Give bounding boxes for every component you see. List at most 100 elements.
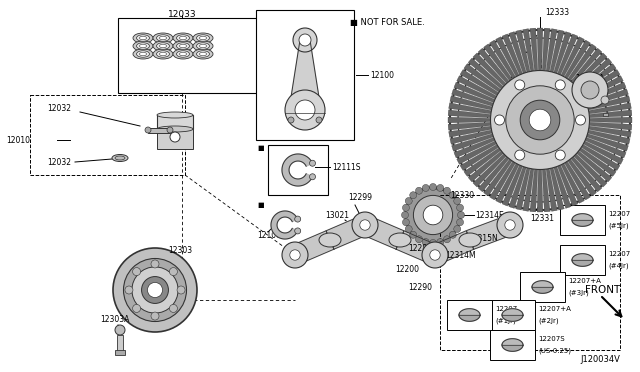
Wedge shape (540, 120, 628, 151)
Wedge shape (540, 120, 602, 192)
Circle shape (360, 220, 370, 230)
Text: (#5Jr): (#5Jr) (608, 223, 628, 229)
Text: 13021: 13021 (325, 211, 349, 219)
Circle shape (515, 150, 525, 160)
Wedge shape (540, 44, 596, 120)
Ellipse shape (133, 41, 153, 51)
Wedge shape (457, 76, 540, 120)
Circle shape (177, 286, 185, 294)
Wedge shape (464, 120, 540, 176)
Wedge shape (457, 120, 540, 164)
Wedge shape (540, 89, 628, 120)
Text: 12331: 12331 (530, 214, 554, 222)
Polygon shape (502, 315, 523, 321)
Ellipse shape (200, 36, 207, 40)
Wedge shape (478, 48, 540, 120)
Text: 12315N: 12315N (468, 234, 498, 243)
Wedge shape (509, 32, 540, 120)
Bar (560, 205, 605, 235)
Wedge shape (449, 103, 540, 120)
Circle shape (113, 248, 197, 332)
Circle shape (170, 304, 177, 312)
Wedge shape (540, 64, 616, 120)
Wedge shape (509, 120, 540, 208)
Wedge shape (540, 120, 607, 187)
Circle shape (295, 100, 315, 120)
Polygon shape (459, 309, 480, 315)
Ellipse shape (177, 35, 189, 41)
Circle shape (495, 115, 504, 125)
Circle shape (288, 117, 294, 123)
Text: 12207+A: 12207+A (538, 306, 571, 312)
Wedge shape (540, 58, 612, 120)
Ellipse shape (177, 51, 189, 57)
Wedge shape (516, 120, 540, 210)
Text: 12207+A: 12207+A (568, 278, 601, 284)
Circle shape (151, 312, 159, 320)
Wedge shape (523, 120, 540, 211)
Polygon shape (396, 231, 439, 264)
Wedge shape (490, 40, 540, 120)
Wedge shape (452, 120, 540, 151)
Wedge shape (540, 117, 632, 123)
Wedge shape (484, 120, 540, 196)
Ellipse shape (136, 35, 150, 41)
Wedge shape (502, 34, 540, 120)
Ellipse shape (136, 51, 150, 57)
Wedge shape (540, 120, 557, 211)
Bar (157, 115, 193, 129)
Circle shape (436, 185, 444, 192)
Ellipse shape (319, 233, 341, 247)
Ellipse shape (140, 36, 147, 40)
Text: 12111S: 12111S (332, 163, 360, 171)
Text: 12207: 12207 (608, 211, 630, 217)
Polygon shape (291, 231, 334, 264)
Circle shape (352, 212, 378, 238)
Wedge shape (460, 70, 540, 120)
Ellipse shape (157, 43, 170, 49)
Wedge shape (540, 120, 623, 164)
Circle shape (556, 150, 565, 160)
Ellipse shape (159, 44, 166, 48)
Bar (115, 350, 125, 355)
Ellipse shape (140, 52, 147, 56)
Circle shape (449, 192, 456, 199)
Text: 12010: 12010 (6, 135, 30, 144)
Text: 12290: 12290 (408, 283, 432, 292)
Wedge shape (460, 120, 540, 170)
Wedge shape (540, 120, 571, 208)
Wedge shape (468, 58, 540, 120)
Text: ■: ■ (257, 202, 264, 208)
Wedge shape (537, 28, 543, 120)
Circle shape (293, 28, 317, 52)
Polygon shape (572, 260, 593, 266)
Circle shape (316, 117, 322, 123)
Wedge shape (454, 82, 540, 120)
Circle shape (170, 267, 177, 276)
Ellipse shape (153, 41, 173, 51)
Circle shape (456, 204, 463, 211)
Wedge shape (540, 120, 626, 158)
Circle shape (285, 90, 325, 130)
Circle shape (125, 286, 133, 294)
Ellipse shape (459, 233, 481, 247)
Wedge shape (537, 120, 543, 212)
Wedge shape (464, 64, 540, 120)
Wedge shape (540, 28, 550, 120)
Bar (117, 335, 123, 351)
Ellipse shape (193, 41, 213, 51)
Bar (560, 245, 605, 275)
Wedge shape (448, 117, 540, 123)
Wedge shape (530, 120, 540, 212)
Ellipse shape (167, 127, 173, 133)
Bar (440, 195, 620, 350)
Ellipse shape (179, 52, 186, 56)
Polygon shape (289, 40, 321, 110)
Circle shape (132, 267, 178, 313)
Circle shape (151, 260, 159, 268)
Ellipse shape (196, 35, 209, 41)
Wedge shape (540, 76, 623, 120)
Wedge shape (478, 120, 540, 192)
Wedge shape (540, 82, 626, 120)
Polygon shape (502, 339, 523, 345)
